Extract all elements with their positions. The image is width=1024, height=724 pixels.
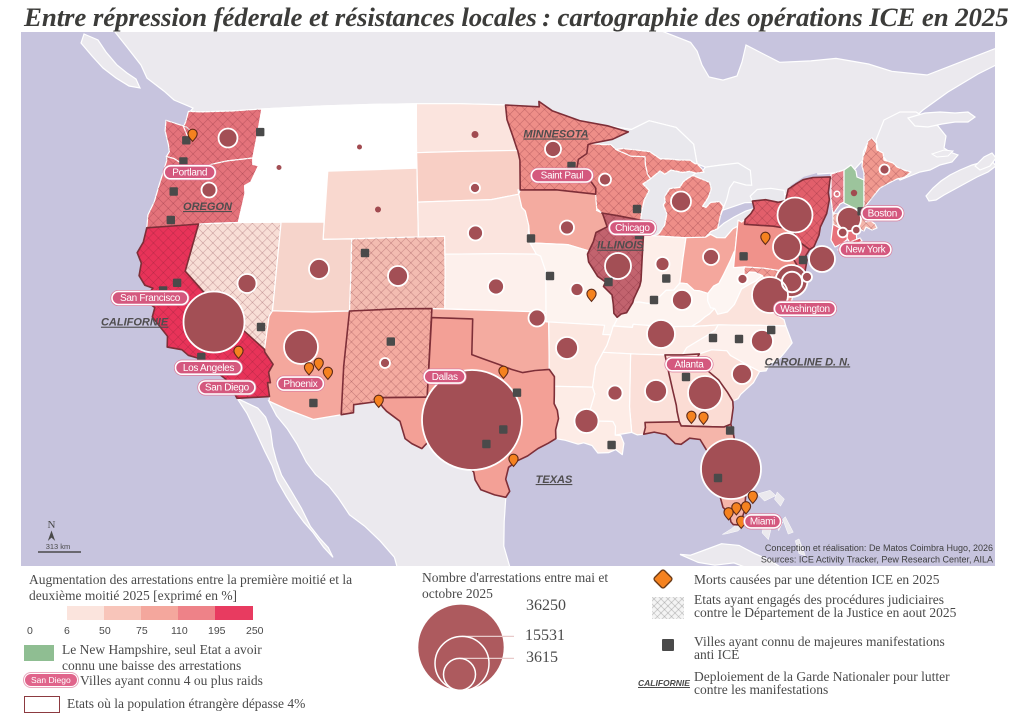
svg-text:Washington: Washington [780,304,829,315]
svg-text:San Diego: San Diego [205,383,250,394]
svg-text:Conception et réalisation: De: Conception et réalisation: De Matos Coim… [765,543,993,553]
svg-text:Sources: ICE Activity Tracker,: Sources: ICE Activity Tracker, Pew Resea… [761,555,993,565]
svg-text:313 km: 313 km [46,542,71,551]
svg-text:CAROLINE D. N.: CAROLINE D. N. [765,356,851,368]
svg-text:Phoenix: Phoenix [283,379,317,390]
svg-text:MINNESOTA: MINNESOTA [523,129,588,141]
svg-text:ILLINOIS: ILLINOIS [597,240,644,252]
svg-text:Dallas: Dallas [432,372,458,383]
svg-text:Miami: Miami [750,517,775,528]
svg-text:OREGON: OREGON [183,201,233,213]
svg-text:Portland: Portland [172,168,207,179]
svg-text:Chicago: Chicago [615,223,650,234]
svg-text:TEXAS: TEXAS [536,474,573,486]
svg-text:Boston: Boston [868,209,897,220]
svg-text:New York: New York [845,245,886,256]
svg-text:N: N [48,519,56,531]
svg-text:San Francisco: San Francisco [120,293,181,304]
svg-text:Atlanta: Atlanta [674,360,704,371]
svg-text:Los Angeles: Los Angeles [183,363,234,374]
svg-text:CALIFORNIE: CALIFORNIE [101,317,169,329]
svg-text:Saint Paul: Saint Paul [541,171,584,182]
